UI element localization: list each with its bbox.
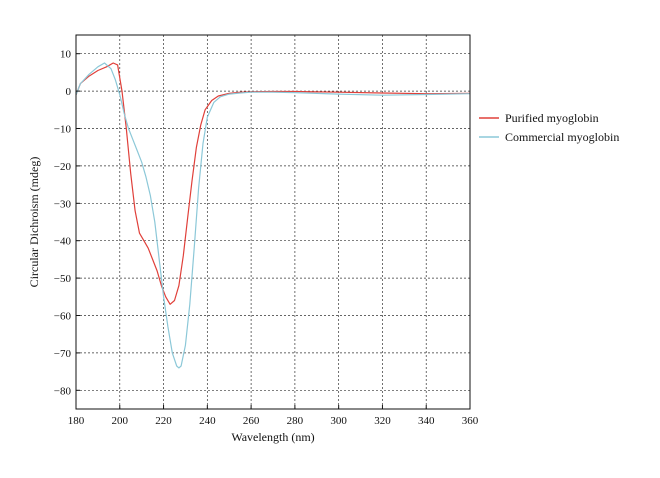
x-tick-label: 360 xyxy=(462,415,479,427)
axis-ticks: 180 200 220 240 260 280 300 320 340 360 10 0 −10 −20 −… xyxy=(54,49,479,427)
x-axis-title: Wavelength (nm) xyxy=(231,430,314,444)
x-tick-label: 240 xyxy=(199,415,216,427)
series-layer xyxy=(75,62,471,369)
x-tick-label: 280 xyxy=(287,415,304,427)
x-tick-label: 320 xyxy=(374,415,391,427)
y-tick-label: −50 xyxy=(54,273,72,285)
grid-lines xyxy=(76,35,470,409)
x-tick-label: 220 xyxy=(155,415,172,427)
x-tick-label: 340 xyxy=(418,415,435,427)
x-tick-label: 180 xyxy=(68,415,85,427)
x-tick-label: 200 xyxy=(112,415,129,427)
plot-frame xyxy=(75,34,471,410)
x-tick-label: 300 xyxy=(330,415,347,427)
legend-label-1: Purified myoglobin xyxy=(505,111,599,125)
y-tick-label: −60 xyxy=(54,311,72,323)
y-tick-label: −10 xyxy=(54,124,72,136)
y-tick-label: −80 xyxy=(54,385,72,397)
y-tick-label: 0 xyxy=(66,86,72,98)
legend: Purified myoglobin Commercial myoglobin xyxy=(479,111,619,144)
y-tick-label: −30 xyxy=(54,198,72,210)
series-line-2 xyxy=(75,62,471,369)
series-line-1 xyxy=(75,62,471,305)
y-tick-label: 10 xyxy=(60,49,72,61)
y-tick-label: −20 xyxy=(54,161,72,173)
legend-label-2: Commercial myoglobin xyxy=(505,130,619,144)
y-axis-title: Circular Dichroism (mdeg) xyxy=(27,157,41,288)
x-tick-label: 260 xyxy=(243,415,260,427)
y-tick-label: −40 xyxy=(54,236,72,248)
y-tick-label: −70 xyxy=(54,348,72,360)
